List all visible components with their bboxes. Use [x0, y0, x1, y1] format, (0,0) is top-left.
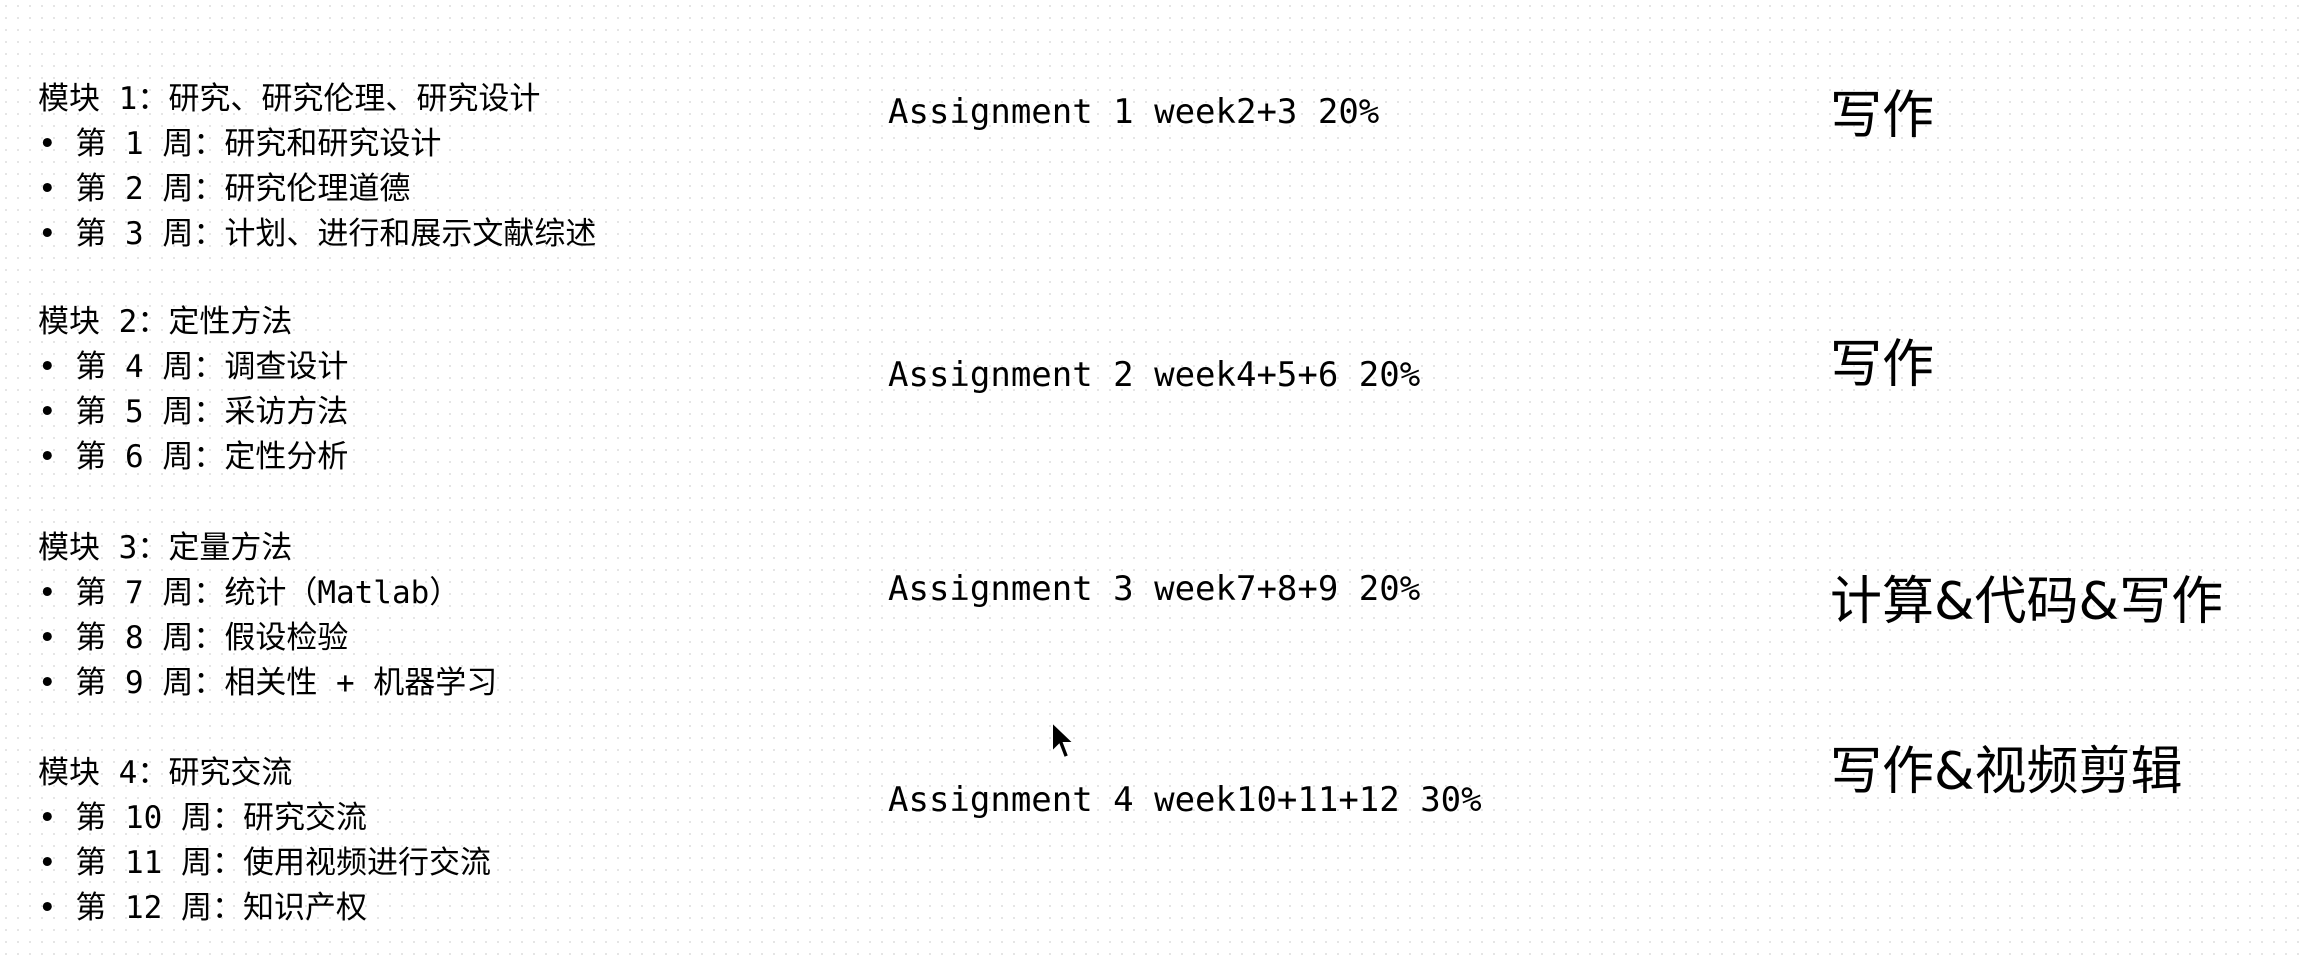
module-3-week-9: • 第 9 周：相关性 + 机器学习	[38, 665, 498, 701]
assignment-3: Assignment 3 week7+8+9 20%	[888, 569, 1421, 609]
assessment-type-3: 计算&代码&写作	[1830, 572, 2224, 632]
module-1-week-3: • 第 3 周：计划、进行和展示文献综述	[38, 216, 597, 252]
module-2-week-5: • 第 5 周：采访方法	[38, 394, 349, 430]
module-4-week-11: • 第 11 周：使用视频进行交流	[38, 845, 491, 881]
assignment-4: Assignment 4 week10+11+12 30%	[888, 780, 1482, 820]
module-2-week-4: • 第 4 周：调查设计	[38, 349, 349, 385]
assignment-1: Assignment 1 week2+3 20%	[888, 92, 1380, 132]
assessment-type-2: 写作	[1830, 335, 1935, 395]
assessment-type-4: 写作&视频剪辑	[1830, 742, 2183, 802]
assessment-type-1: 写作	[1830, 86, 1935, 146]
module-2-week-6: • 第 6 周：定性分析	[38, 439, 349, 475]
module-1-week-2: • 第 2 周：研究伦理道德	[38, 171, 411, 207]
module-4-week-10: • 第 10 周：研究交流	[38, 800, 367, 836]
module-3-week-8: • 第 8 周：假设检验	[38, 620, 349, 656]
module-3-title: 模块 3：定量方法	[38, 530, 293, 566]
module-1-week-1: • 第 1 周：研究和研究设计	[38, 126, 442, 162]
module-4-title: 模块 4：研究交流	[38, 755, 293, 791]
module-1-title: 模块 1：研究、研究伦理、研究设计	[38, 81, 541, 117]
mouse-cursor-icon	[1051, 720, 1077, 760]
module-3-week-7: • 第 7 周：统计（Matlab）	[38, 575, 461, 611]
module-2-block: 模块 2：定性方法 • 第 4 周：调查设计 • 第 5 周：采访方法 • 第 …	[38, 300, 348, 480]
module-1-block: 模块 1：研究、研究伦理、研究设计 • 第 1 周：研究和研究设计 • 第 2 …	[38, 77, 596, 257]
module-4-block: 模块 4：研究交流 • 第 10 周：研究交流 • 第 11 周：使用视频进行交…	[38, 751, 491, 931]
module-4-week-12: • 第 12 周：知识产权	[38, 890, 367, 926]
module-3-block: 模块 3：定量方法 • 第 7 周：统计（Matlab） • 第 8 周：假设检…	[38, 526, 497, 706]
module-2-title: 模块 2：定性方法	[38, 304, 293, 340]
assignment-2: Assignment 2 week4+5+6 20%	[888, 355, 1421, 395]
